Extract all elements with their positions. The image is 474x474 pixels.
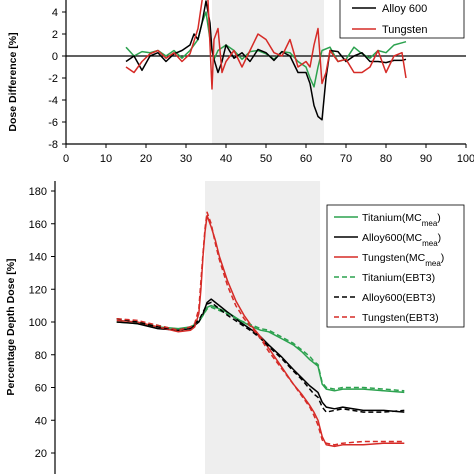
x-tick-label: 90	[420, 153, 432, 165]
legend-label: Titanium(EBT3)	[362, 272, 435, 284]
y-axis-label: Percentage Depth Dose [%]	[5, 258, 17, 395]
legend-label: Titanium(MCmea)	[362, 212, 441, 228]
x-tick-label: 0	[63, 153, 69, 165]
legend: Alloy 600 Tungsten	[339, 0, 465, 39]
x-tick-label: 60	[300, 153, 312, 165]
y-tick-label: -8	[48, 139, 58, 151]
y-tick-label: 140	[29, 252, 47, 264]
legend-label: Alloy 600	[382, 3, 427, 15]
legend: Titanium(MCmea) Alloy600(MCmea) Tungsten(M…	[326, 204, 465, 328]
series-line-tungsten-ebt3-	[116, 211, 405, 446]
legend-label: Alloy600(MCmea)	[362, 232, 441, 248]
x-tick-label: 40	[220, 153, 232, 165]
y-tick-label: 4	[52, 7, 58, 19]
y-tick-label: 100	[29, 317, 47, 329]
x-tick-label: 70	[340, 153, 352, 165]
legend-label: Tungsten(EBT3)	[362, 312, 439, 324]
y-tick-label: -4	[48, 95, 58, 107]
y-tick-label: 80	[35, 350, 47, 362]
y-tick-label: 60	[35, 383, 47, 395]
legend-label: Tungsten(MCmea)	[362, 252, 444, 268]
legend-label: Tungsten	[382, 24, 427, 36]
shaded-region	[205, 181, 321, 474]
y-tick-label: 0	[52, 51, 58, 63]
x-tick-label: 30	[180, 153, 192, 165]
x-tick-label: 20	[140, 153, 152, 165]
y-tick-label: 120	[29, 284, 47, 296]
y-tick-label: -6	[48, 117, 58, 129]
x-tick-label: 50	[260, 153, 272, 165]
percentage-depth-dose-chart: 20 40 60 80 100 120 140 160 180 Percentage Depth …	[5, 181, 465, 474]
legend-box	[326, 204, 465, 328]
y-tick-label: 180	[29, 186, 47, 198]
y-tick-label: 20	[35, 448, 47, 460]
series-line-titanium	[125, 11, 407, 88]
x-tick-label: 80	[380, 153, 392, 165]
y-tick-label: 40	[35, 415, 47, 427]
x-tick-label: 10	[100, 153, 112, 165]
series-line-tungsten	[125, 0, 407, 90]
series-line-alloy-600	[125, 0, 407, 121]
y-tick-label: -2	[48, 73, 58, 85]
x-tick-label: 100	[457, 153, 474, 165]
y-tick-label: 2	[52, 29, 58, 41]
y-axis-label: Dose Difference [%]	[7, 32, 19, 131]
legend-box	[339, 0, 465, 39]
legend-label: Alloy600(EBT3)	[362, 292, 436, 304]
y-tick-label: 160	[29, 219, 47, 231]
